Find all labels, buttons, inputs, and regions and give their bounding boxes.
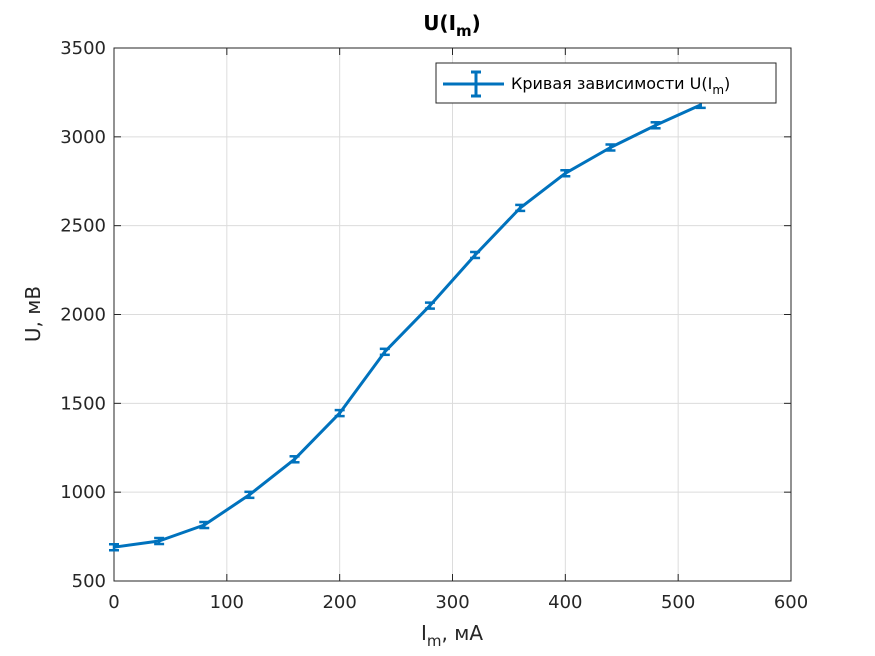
data-point xyxy=(560,169,571,178)
x-tick-label: 200 xyxy=(322,592,356,613)
data-point xyxy=(154,536,165,546)
x-tick-label: 300 xyxy=(435,592,469,613)
x-tick-label: 100 xyxy=(210,592,244,613)
data-point xyxy=(334,408,345,418)
x-tick-label: 400 xyxy=(548,592,582,613)
data-point xyxy=(650,121,661,130)
legend: Кривая зависимости U(Im) xyxy=(435,62,777,104)
data-point xyxy=(605,143,616,152)
x-axis-label: Im, мА xyxy=(421,621,483,650)
x-tick-labels: 0 100 200 300 400 500 600 xyxy=(108,592,808,613)
series-layer xyxy=(109,100,706,552)
y-tick-label: 1500 xyxy=(60,393,106,414)
y-axis-label: U, мВ xyxy=(21,286,45,342)
legend-entry-label: Кривая зависимости U(Im) xyxy=(511,74,730,97)
data-point xyxy=(199,520,210,530)
data-point xyxy=(109,542,119,552)
series-line xyxy=(113,103,702,549)
data-point xyxy=(379,347,390,357)
chart-title: U(Im) xyxy=(423,11,481,40)
legend-line-sample xyxy=(443,70,504,98)
x-tick-label: 500 xyxy=(661,592,695,613)
y-tick-labels: 500 1000 1500 2000 2500 3000 3500 xyxy=(60,38,106,592)
data-point xyxy=(515,203,526,213)
data-point xyxy=(289,455,300,464)
y-tick-label: 3500 xyxy=(60,38,106,59)
x-tick-label: 0 xyxy=(108,592,119,613)
y-tick-label: 3000 xyxy=(60,127,106,148)
y-tick-label: 500 xyxy=(72,571,106,592)
y-tick-label: 1000 xyxy=(60,482,106,503)
y-tick-label: 2000 xyxy=(60,305,106,326)
y-tick-label: 2500 xyxy=(60,216,106,237)
data-point xyxy=(244,490,255,500)
data-point xyxy=(470,250,481,260)
data-point xyxy=(424,301,435,310)
ticks xyxy=(113,47,792,582)
x-tick-label: 600 xyxy=(774,592,808,613)
